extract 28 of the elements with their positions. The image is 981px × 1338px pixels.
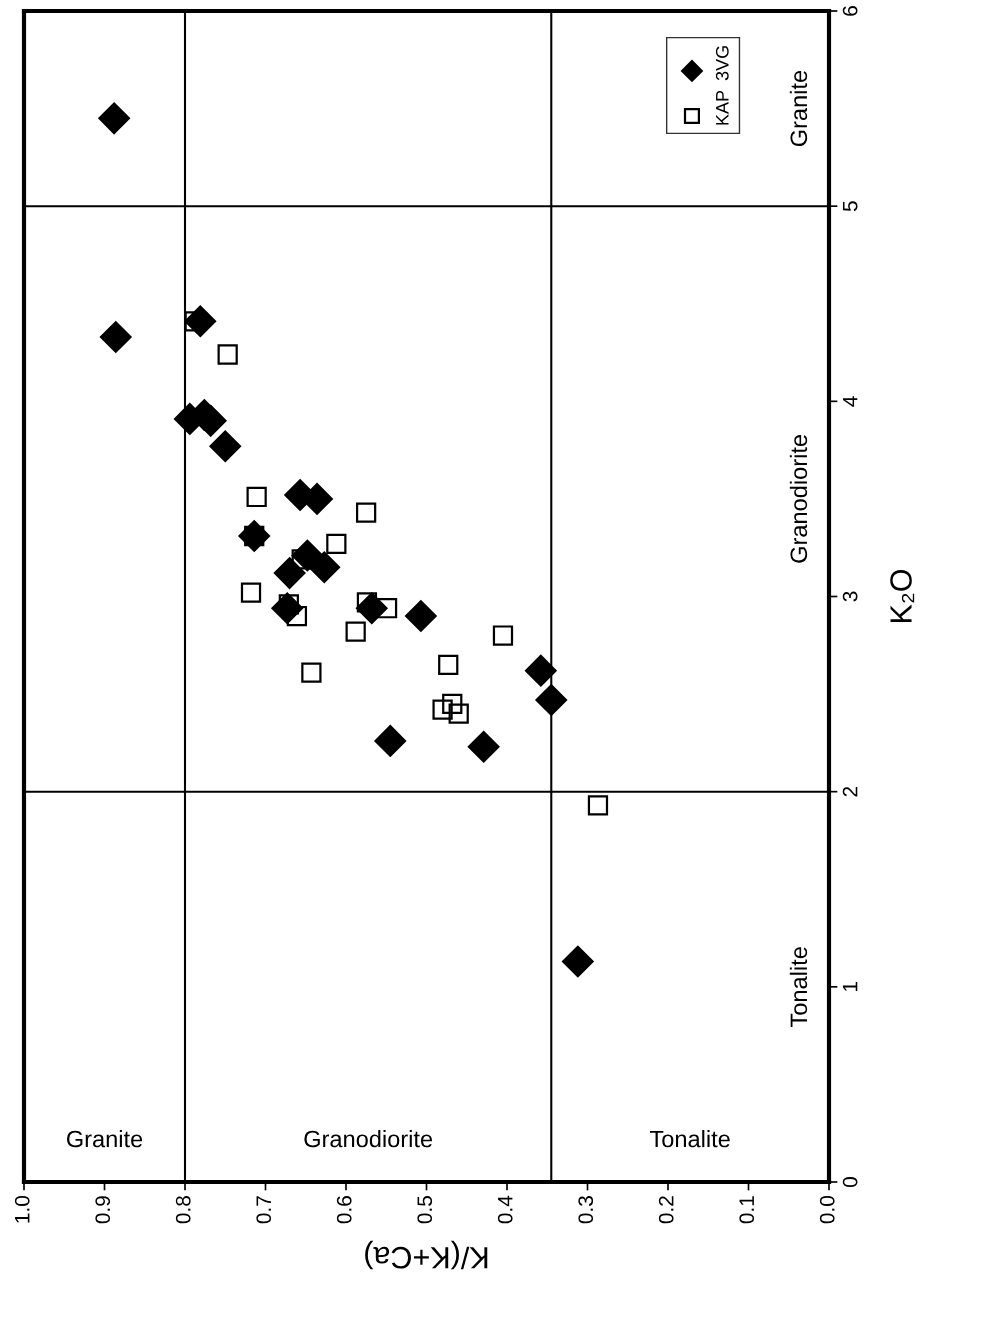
annotation: Granodiorite: [789, 435, 808, 563]
x-tick-label: 0.7: [256, 1196, 272, 1224]
x-tick-label: 1.0: [14, 1196, 30, 1223]
x-axis-title: K/(K+Ca): [365, 1240, 488, 1270]
y-tick-label: 3: [842, 591, 858, 602]
y-tick-label: 2: [842, 786, 858, 797]
x-tick-label: 0.4: [497, 1195, 513, 1224]
x-tick-label: 0.2: [658, 1196, 674, 1224]
legend-label: 3VG: [715, 46, 729, 81]
y-tick-label: 5: [842, 201, 858, 212]
x-tick-label: 0.5: [417, 1196, 433, 1224]
x-tick-label: 0.8: [175, 1196, 191, 1224]
x-tick-label: 0.1: [739, 1196, 755, 1224]
x-tick-label: 0.3: [578, 1196, 594, 1224]
annotation: Granite: [66, 1130, 143, 1148]
x-tick-label: 0.6: [336, 1196, 352, 1224]
x-tick-label: 0.0: [819, 1196, 835, 1224]
annotation: Granite: [789, 70, 808, 147]
y-axis-title: K₂O: [890, 569, 915, 622]
y-tick-label: 1: [842, 982, 858, 992]
annotation: Tonalite: [649, 1130, 730, 1148]
legend-label: KAP: [716, 90, 729, 125]
y-tick-label: 0: [842, 1177, 858, 1187]
x-tick-label: 0.9: [95, 1196, 111, 1224]
y-tick-label: 6: [842, 6, 858, 16]
annotation: Tonalite: [789, 947, 808, 1027]
annotation: Granodiorite: [304, 1130, 433, 1148]
y-tick-label: 4: [842, 396, 858, 407]
